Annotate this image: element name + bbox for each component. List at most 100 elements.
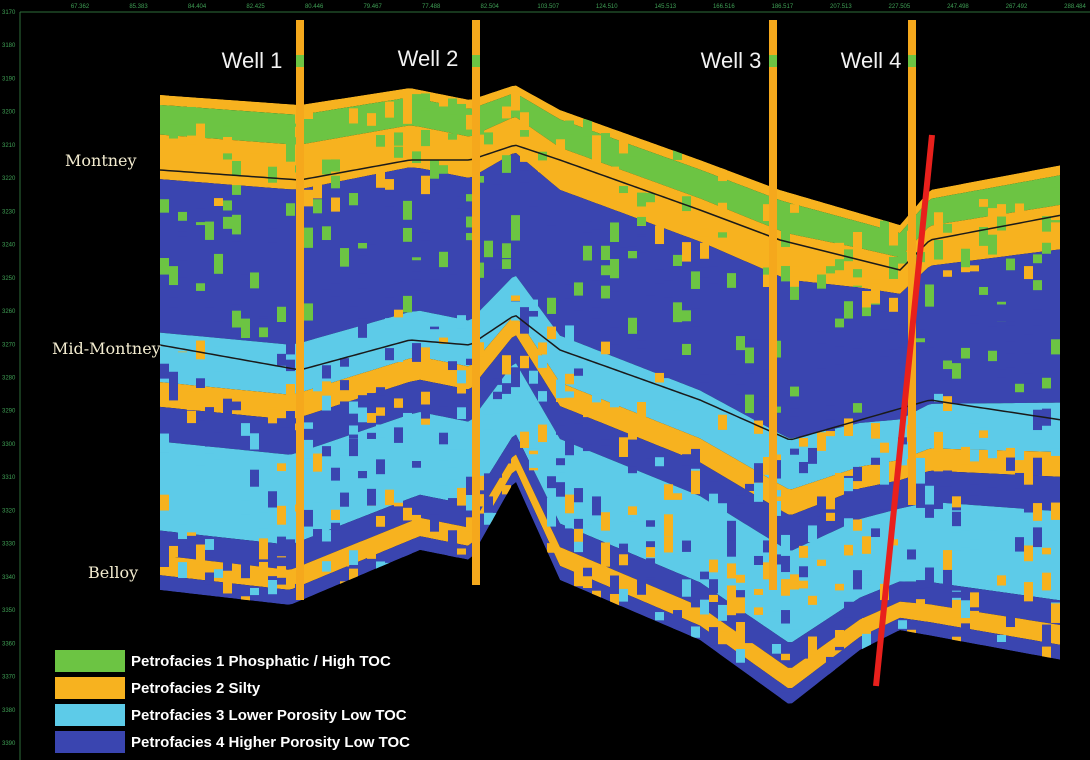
facies-block [943,550,952,570]
facies-block [466,194,475,202]
facies-block [880,349,889,357]
facies-block [394,309,403,318]
facies-block [502,243,511,259]
facies-block [448,449,457,468]
facies-block [169,381,178,401]
facies-block [340,492,349,507]
left-axis-label: 3270 [2,342,16,348]
facies-block [817,368,826,377]
facies-block [1024,545,1033,562]
facies-block [619,437,628,457]
facies-block [637,236,646,253]
facies-block [520,112,529,131]
facies-block [457,382,466,394]
left-axis-label: 3210 [2,143,16,149]
facies-block [547,301,556,314]
facies-block [970,315,979,324]
facies-block [1015,537,1024,550]
top-axis-label: 82.504 [481,4,500,10]
facies-block [592,499,601,511]
facies-block [727,563,736,579]
left-axis-label: 3290 [2,409,16,415]
facies-block [430,160,439,178]
facies-block [520,300,529,307]
facies-block [403,227,412,242]
facies-block [466,114,475,130]
facies-block [979,416,988,428]
facies-block [466,517,475,532]
facies-block [556,139,565,155]
facies-block [817,432,826,440]
facies-block [745,394,754,414]
facies-block [934,471,943,487]
facies-block [511,367,520,375]
facies-block [349,306,358,321]
facies-block [484,145,493,158]
facies-block [187,135,196,145]
facies-block [439,251,448,268]
left-axis-label: 3310 [2,475,16,481]
facies-block [511,369,520,388]
facies-block [889,229,898,246]
facies-block [304,189,313,207]
facies-block [871,336,880,343]
legend-label: Petrofacies 3 Lower Porosity Low TOC [131,707,407,724]
facies-block [466,233,475,241]
facies-block [745,373,754,391]
facies-block [664,280,673,298]
facies-block [646,445,655,459]
facies-block [376,167,385,188]
facies-block [871,423,880,439]
left-axis-label: 3200 [2,110,16,116]
left-axis-label: 3240 [2,243,16,249]
facies-block [160,551,169,567]
facies-block [160,494,169,508]
facies-block [1042,242,1051,254]
facies-block [439,447,448,461]
facies-block [214,253,223,274]
facies-block [664,614,673,623]
facies-block [484,132,493,145]
facies-block [457,196,466,209]
facies-block [628,506,637,515]
facies-block [340,248,349,267]
facies-block [610,575,619,594]
facies-block [799,580,808,589]
facies-block [322,446,331,457]
facies-block [529,189,538,207]
facies-block [277,418,286,428]
top-axis-label: 84.404 [188,4,207,10]
well-track-marker [472,55,480,67]
facies-block [1051,206,1060,221]
facies-block [754,414,763,421]
facies-block [196,340,205,360]
facies-block [997,575,1006,586]
facies-block [835,318,844,337]
facies-block [952,599,961,618]
facies-block [403,423,412,439]
facies-block [844,418,853,436]
facies-block [988,234,997,255]
legend: Petrofacies 1 Phosphatic / High TOC Petro… [55,650,410,753]
facies-block [1033,457,1042,476]
facies-block [700,374,709,383]
facies-block [376,515,385,527]
facies-block [817,331,826,344]
facies-block [835,583,844,591]
facies-block [241,274,250,288]
facies-block [187,535,196,555]
facies-block [880,470,889,485]
facies-block [601,512,610,531]
facies-block [259,318,268,328]
facies-block [502,457,511,464]
left-axis-label: 3370 [2,675,16,681]
facies-block [349,568,358,586]
facies-block [583,524,592,531]
facies-block [241,500,250,515]
facies-block [403,200,412,220]
facies-block [385,179,394,190]
facies-block [214,198,223,206]
facies-block [673,400,682,411]
facies-block [331,522,340,531]
facies-block [718,416,727,430]
